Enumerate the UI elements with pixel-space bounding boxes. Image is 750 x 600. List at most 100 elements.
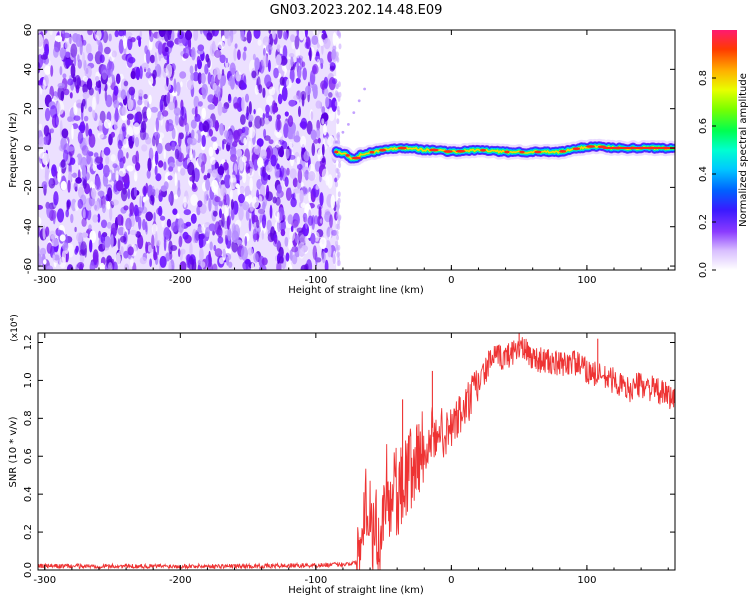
noise-blob xyxy=(304,30,308,38)
noise-blob xyxy=(293,188,301,194)
noise-blob xyxy=(260,149,267,159)
noise-blob xyxy=(212,141,218,151)
noise-blob xyxy=(148,30,152,37)
noise-blob xyxy=(133,171,138,182)
signal-peak xyxy=(504,150,510,154)
noise-blob xyxy=(62,73,67,79)
noise-blob xyxy=(154,52,157,62)
noise-blob xyxy=(268,115,273,122)
y-tick-label: -20 xyxy=(23,179,34,195)
noise-blob xyxy=(293,135,301,143)
noise-blob xyxy=(231,240,239,253)
noise-blob xyxy=(221,213,225,228)
noise-blob xyxy=(151,234,155,250)
noise-blob xyxy=(220,184,227,197)
noise-blob xyxy=(289,168,297,180)
signal-peak xyxy=(572,147,581,151)
noise-blob xyxy=(248,218,252,232)
noise-blob xyxy=(52,254,56,260)
noise-blob xyxy=(267,59,271,72)
noise-blob xyxy=(212,263,218,270)
noise-blob xyxy=(163,236,167,252)
x-tick-label: 0 xyxy=(448,575,454,586)
noise-blob xyxy=(53,191,59,206)
noise-blob xyxy=(46,265,54,270)
noise-blob xyxy=(41,181,48,190)
noise-blob xyxy=(268,86,276,96)
noise-blob xyxy=(177,166,181,172)
noise-blob xyxy=(240,30,245,41)
noise-blob xyxy=(207,72,211,85)
noise-blob xyxy=(205,193,210,201)
noise-blob xyxy=(226,216,230,230)
noise-blob xyxy=(45,226,50,237)
noise-blob xyxy=(287,214,294,225)
noise-blob xyxy=(270,154,277,167)
noise-blob xyxy=(167,91,171,104)
noise-blob xyxy=(43,259,47,265)
noise-blob xyxy=(153,212,156,223)
noise-blob xyxy=(257,76,261,90)
noise-blob xyxy=(332,254,336,265)
noise-blob xyxy=(66,200,71,210)
noise-blob xyxy=(335,51,339,58)
noise-blob xyxy=(141,144,148,152)
snr-x-label: Height of straight line (km) xyxy=(288,585,424,596)
noise-blob xyxy=(172,208,178,215)
noise-blob xyxy=(69,92,73,99)
noise-blob xyxy=(38,147,45,159)
noise-blob xyxy=(104,46,111,55)
noise-blob xyxy=(271,100,277,115)
noise-blob xyxy=(235,70,242,82)
noise-blob xyxy=(222,140,225,150)
noise-blob xyxy=(105,156,110,165)
noise-blob xyxy=(121,106,127,116)
noise-blob xyxy=(174,113,179,126)
noise-blob xyxy=(336,251,340,258)
noise-blob xyxy=(63,88,70,96)
signal-peak xyxy=(334,150,339,154)
noise-blob xyxy=(306,120,313,135)
noise-blob xyxy=(257,59,260,66)
noise-blob xyxy=(227,77,234,87)
noise-blob xyxy=(148,94,152,105)
noise-blob xyxy=(274,166,280,179)
noise-blob xyxy=(269,204,273,219)
noise-blob xyxy=(74,75,82,90)
noise-blob xyxy=(214,161,220,171)
noise-blob xyxy=(131,134,135,142)
noise-blob xyxy=(171,90,178,97)
noise-blob xyxy=(214,221,221,235)
noise-blob xyxy=(133,187,137,197)
noise-blob xyxy=(137,234,144,250)
snr-series-line xyxy=(38,337,675,570)
snr-x-ticks: -300 -200 -100 0 100 xyxy=(33,333,669,586)
noise-blob xyxy=(99,262,106,270)
noise-blob xyxy=(303,171,307,178)
noise-blob xyxy=(123,80,129,87)
noise-blob xyxy=(230,206,235,221)
noise-blob xyxy=(96,90,100,105)
noise-blob xyxy=(95,75,100,82)
faint-trace-point xyxy=(334,140,338,144)
noise-blob xyxy=(247,166,251,174)
noise-blob xyxy=(248,140,252,151)
x-tick-label: -300 xyxy=(33,275,56,286)
signal-peak xyxy=(585,145,596,148)
faint-trace-point xyxy=(341,130,345,134)
noise-blob xyxy=(250,262,255,270)
noise-blob xyxy=(140,206,148,214)
noise-blob xyxy=(62,32,71,39)
noise-blob xyxy=(289,53,295,58)
noise-blob xyxy=(179,71,187,79)
noise-blob xyxy=(180,106,187,121)
noise-blob xyxy=(247,247,254,256)
noise-blob xyxy=(274,140,281,148)
noise-blob xyxy=(68,36,73,44)
noise-blob xyxy=(328,92,333,98)
signal-track xyxy=(329,87,675,166)
noise-blob xyxy=(301,61,306,68)
snr-scale-label: (x10⁴) xyxy=(10,314,20,341)
noise-blob xyxy=(159,98,164,113)
